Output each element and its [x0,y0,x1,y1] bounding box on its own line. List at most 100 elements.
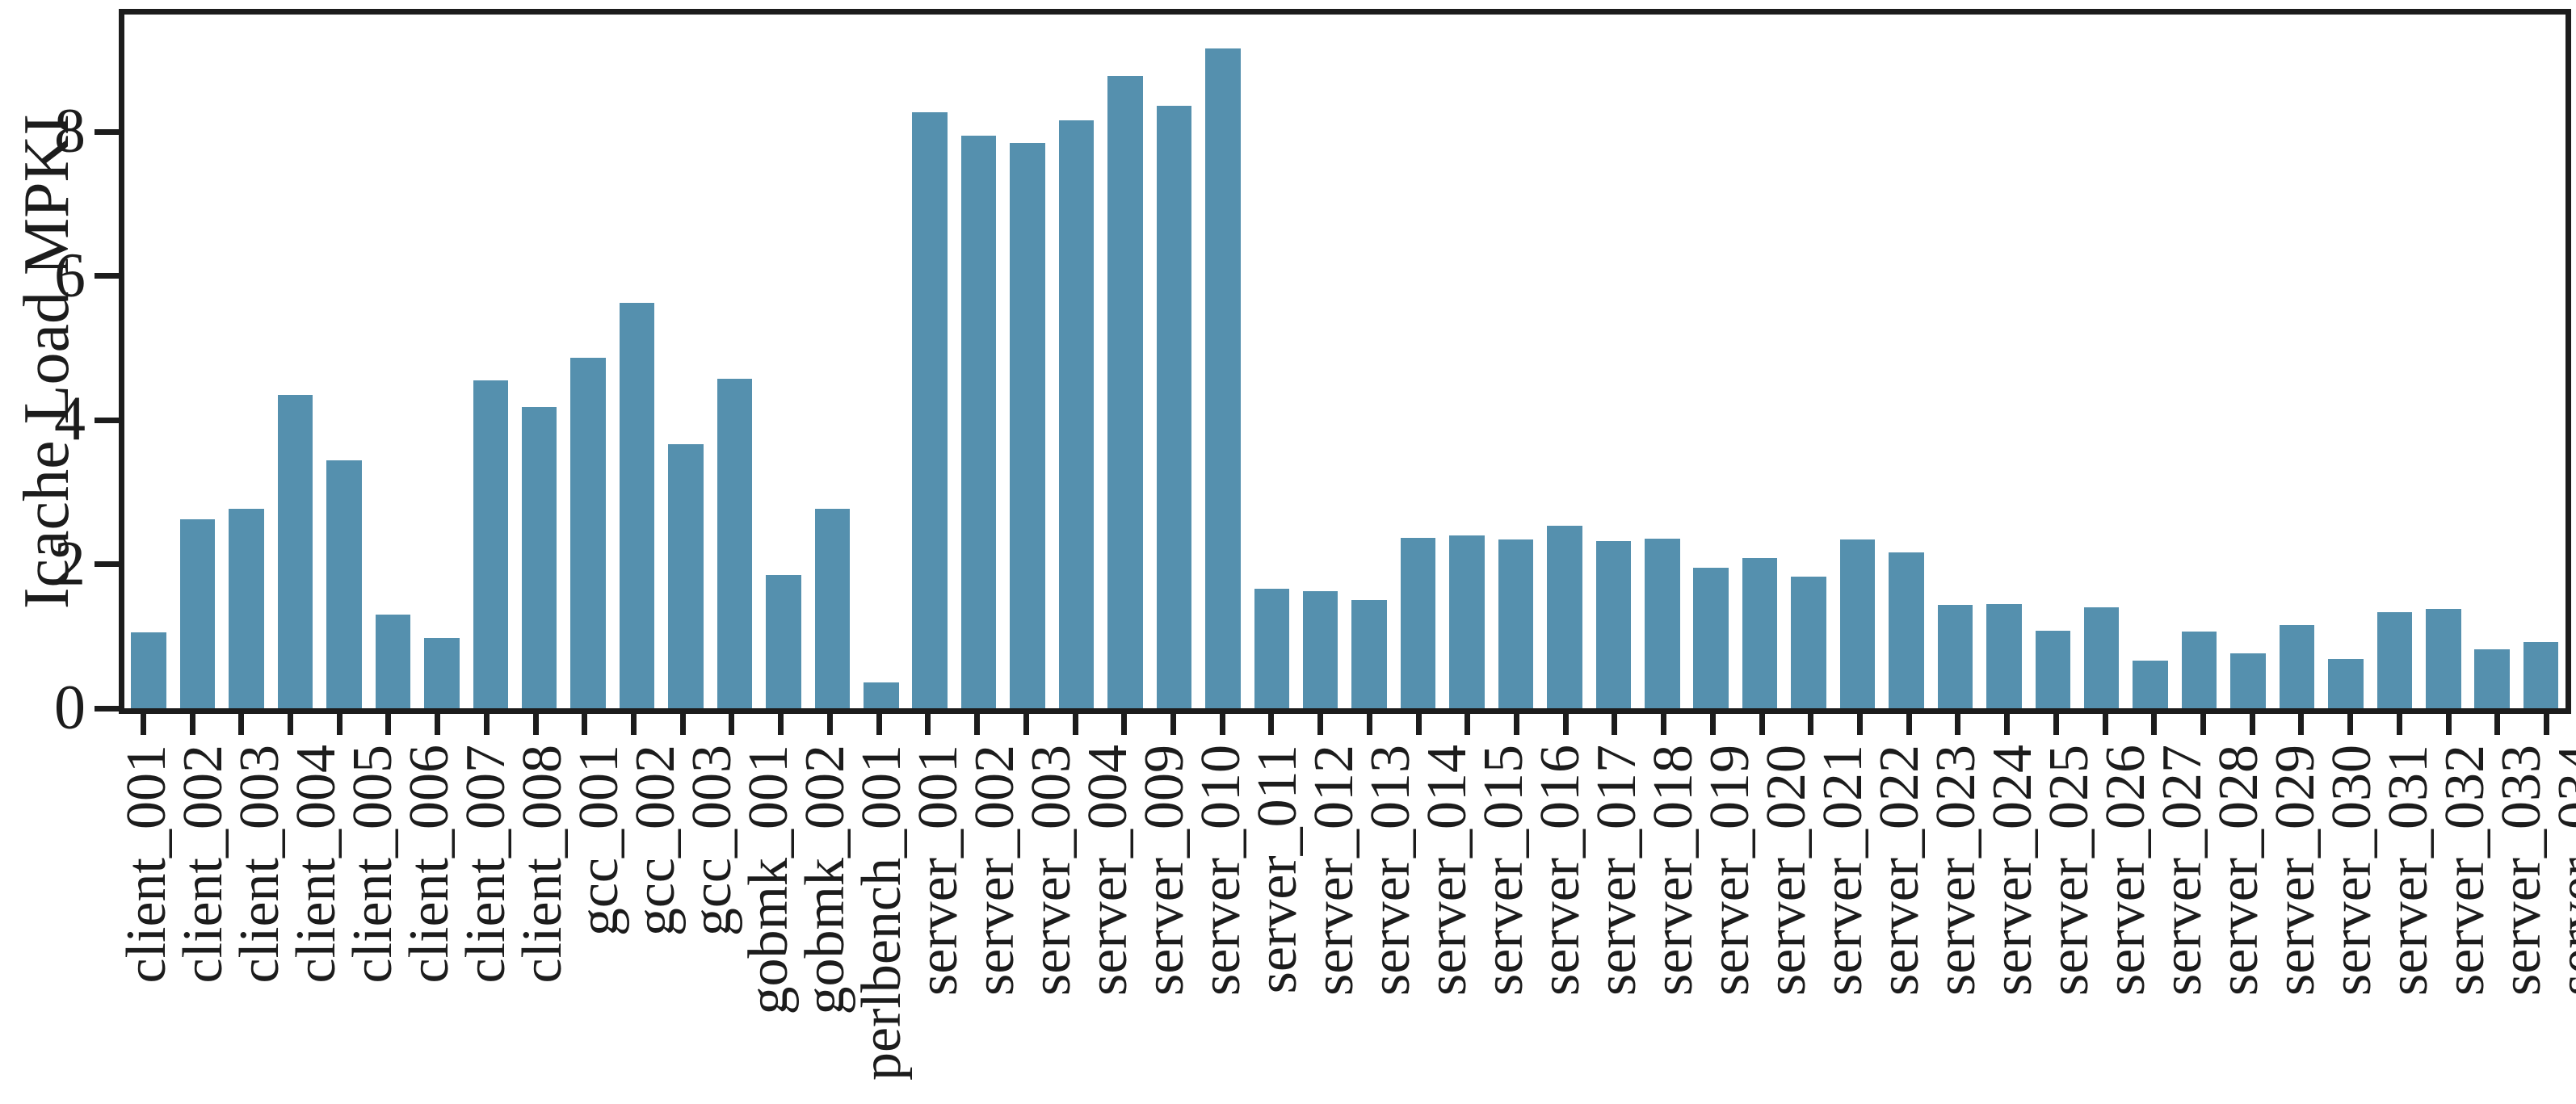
x-tick-label: server_033 [2490,745,2553,997]
x-tick-label: client_002 [172,745,234,984]
x-tick-label-slot: server_012 [1303,745,1365,1081]
bar-slot [2516,15,2565,708]
y-tick-mark [95,273,119,279]
x-tick-slot [1345,714,1394,735]
bar-slot [1101,15,1149,708]
x-tick-label: server_004 [1077,745,1139,997]
bar-slot [1247,15,1296,708]
bar-slot [2078,15,2126,708]
x-tick-label: server_020 [1755,745,1817,997]
x-tick-mark [2396,714,2402,735]
x-tick-mark [140,714,146,735]
x-tick-mark [2053,714,2059,735]
bar [521,407,557,708]
bar-slot [1882,15,1931,708]
x-tick-label-slot: server_001 [907,745,969,1081]
x-tick-mark [2249,714,2255,735]
bar [1498,539,1534,708]
x-tick-mark [1170,714,1176,735]
x-tick-label-slot: server_034 [2547,745,2576,1081]
bar [2523,641,2559,708]
x-tick-slot [658,714,708,735]
x-tick-label: server_011 [1246,745,1309,994]
x-tick-mark [1415,714,1422,735]
x-tick-mark [1464,714,1471,735]
x-tick-label: client_006 [398,745,460,984]
x-tick-label: server_009 [1133,745,1196,997]
x-tick-label-slot: server_003 [1020,745,1082,1081]
x-tick-label: server_019 [1699,745,1761,997]
x-tick-label-slot: client_008 [511,745,574,1081]
x-tick-mark [1317,714,1324,735]
x-tick-mark [778,714,784,735]
x-tick-label: perlbench_001 [851,745,913,1081]
x-tick-slot [1738,714,1787,735]
bar [2230,653,2266,708]
x-tick-mark [1366,714,1372,735]
x-tick-mark [435,714,441,735]
bar-slot [906,15,954,708]
bar [570,357,606,708]
x-tick-label: server_030 [2321,745,2383,997]
x-tick-slot [1541,714,1591,735]
x-tick-label: server_026 [2095,745,2157,997]
bar [1058,120,1095,708]
bar [2376,612,2413,708]
x-tick-slot [364,714,414,735]
x-tick-slot [560,714,609,735]
bar-slot [1199,15,1247,708]
bar-slot [515,15,564,708]
x-tick-slot [2424,714,2473,735]
x-tick-label: server_027 [2151,745,2213,997]
bar [1986,603,2022,708]
x-tick-label: client_003 [229,745,291,984]
bar-slot [1443,15,1491,708]
bar-slot [1931,15,1979,708]
bar [1595,541,1632,708]
x-tick-mark [1513,714,1519,735]
bar [1010,142,1045,708]
x-tick-label-slot: server_032 [2434,745,2496,1081]
x-tick-label-slot: server_025 [2038,745,2100,1081]
x-tick-slot [855,714,904,735]
x-tick-mark [1023,714,1029,735]
x-tick-label: server_001 [907,745,969,997]
x-tick-label: server_012 [1303,745,1365,997]
x-tick-mark [1955,714,1961,735]
y-tick-mark [95,561,119,568]
x-tick-mark [1857,714,1864,735]
x-tick-slot [1198,714,1247,735]
bar [1889,552,1924,708]
bar-slot [2028,15,2077,708]
bar-slot [173,15,221,708]
x-tick-label: server_025 [2038,745,2100,997]
x-tick-label-slot: server_017 [1586,745,1648,1081]
x-tick-mark [1219,714,1225,735]
bar-slot [418,15,466,708]
bar-slot [320,15,368,708]
x-tick-slot [2081,714,2130,735]
x-tick-label-slot: server_024 [1981,745,2044,1081]
x-tick-label-slot: server_030 [2321,745,2383,1081]
x-tick-slot [2228,714,2277,735]
x-tick-mark [2102,714,2108,735]
x-tick-label-slot: gcc_001 [568,745,630,1081]
x-tick-mark [1612,714,1618,735]
x-tick-label-slot: server_022 [1868,745,1931,1081]
bar [2133,661,2168,708]
x-tick-label-slot: server_013 [1359,745,1422,1081]
x-tick-label-slot: server_019 [1699,745,1761,1081]
bar [864,682,899,708]
bar-slot [2370,15,2418,708]
x-tick-label: server_017 [1586,745,1648,997]
bar-slot [1833,15,1881,708]
x-tick-mark [1709,714,1716,735]
x-tick-slot [2375,714,2424,735]
x-tick-mark [1562,714,1569,735]
bar-slot [1003,15,1052,708]
bar [2328,659,2364,708]
bar-slot [1735,15,1784,708]
bar-slot [759,15,808,708]
x-tick-slot [1835,714,1885,735]
x-tick-label-slot: server_020 [1755,745,1817,1081]
